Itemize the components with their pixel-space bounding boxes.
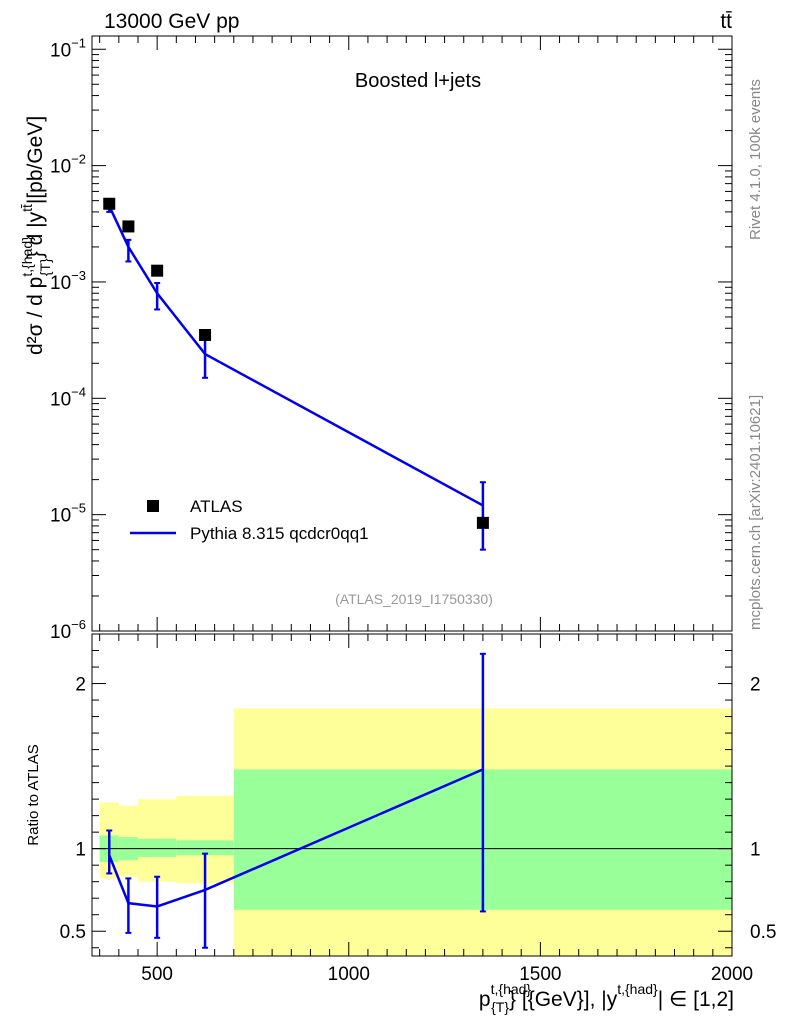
atlas-data-point [199,329,212,342]
main-plot-frame [91,35,733,632]
atlas-data-point [476,516,489,529]
ratio-y-tick-label: 1 [75,840,86,861]
process-label: tt̄ [720,10,732,33]
ratio-axis-ticks [92,634,733,956]
xlabel-p-subscript: {T} [491,999,509,1015]
ratio-series [106,652,486,949]
x-tick-label: 2000 [711,964,753,985]
main-y-tick-label: 10−5 [50,501,86,527]
ratio-tick-labels: 500 1000 1500 2000 0.5 0.5 1 1 2 2 [60,675,777,985]
legend-atlas-label: ATLAS [190,497,243,516]
plot-title: Boosted l+jets [355,70,481,92]
pythia-line [108,205,484,507]
atlas-data-point [103,197,116,210]
ratio-panel: 500 1000 1500 2000 0.5 0.5 1 1 2 2 Ratio to ATLAS… [25,633,777,1015]
rivet-version-label: Rivet 4.1.0, 100k events [747,79,764,240]
ratio-inner-band [137,838,177,857]
ylabel-dy: } d |y [24,211,47,258]
main-y-tick-label: 10−1 [50,35,86,61]
legend-atlas-marker [147,500,159,512]
ylabel-y-superscript: tt̄ [19,204,35,212]
x-tick-label: 1000 [328,964,370,985]
x-tick-label: 500 [141,964,173,985]
main-y-axis-label: d²σ / d pt,{had} {T}} d |ytt̄|[pb/GeV] [19,116,53,355]
xlabel-p: p [479,988,491,1011]
ylabel-d2sigma: d²σ / d p [24,277,47,355]
main-y-tick-label: 10−6 [50,617,86,643]
ratio-y-tick-label: 0.5 [60,922,86,943]
xlabel-y-superscript: t,{had} [617,981,658,997]
main-axis-ticks [92,36,733,632]
ratio-inner-band [176,840,234,856]
main-panel: 10−610−510−410−310−210−1 Boosted l+jets … [19,35,733,643]
x-tick-label: 1500 [519,964,561,985]
ratio-y-tick-label-right: 0.5 [750,922,776,943]
x-axis-label: pt,{had} {T}} [{GeV}], |yt,{had}| ∈ [1,2] [479,981,734,1015]
mcplots-label: mcplots.cern.ch [arXiv:2401.10621] [747,395,764,630]
analysis-id-watermark: (ATLAS_2019_I1750330) [335,591,493,607]
legend-pythia-label: Pythia 8.315 qcdcr0qq1 [190,524,369,543]
main-y-tick-labels: 10−6 10−5 10−4 10−3 10−2 10−1 [50,35,86,643]
xlabel-mid: } [{GeV}], |y [509,988,618,1011]
main-y-tick-label: 10−3 [50,268,86,294]
ratio-y-axis-label: Ratio to ATLAS [25,744,42,845]
xlabel-p-superscript: t,{had} [491,981,532,997]
main-y-tick-label: 10−2 [50,152,86,178]
ratio-uncertainty-bands [99,708,733,956]
atlas-data-point [151,264,164,277]
xlabel-tail: | ∈ [1,2] [658,988,734,1011]
ylabel-p-superscript: t,{had} [19,236,35,277]
ratio-y-tick-label-right: 1 [750,840,761,861]
energy-label: 13000 GeV pp [104,10,239,33]
ylabel-p-subscript: {T} [37,258,53,276]
legend: ATLAS Pythia 8.315 qcdcr0qq1 [130,497,369,543]
main-series [103,197,489,551]
main-y-tick-label: 10−4 [50,384,86,410]
ylabel-unit: |[pb/GeV] [24,116,47,204]
ratio-y-tick-label-right: 2 [750,675,761,696]
ratio-plot-frame [91,633,733,957]
ratio-y-tick-label: 2 [75,675,86,696]
atlas-data-point [122,220,135,233]
